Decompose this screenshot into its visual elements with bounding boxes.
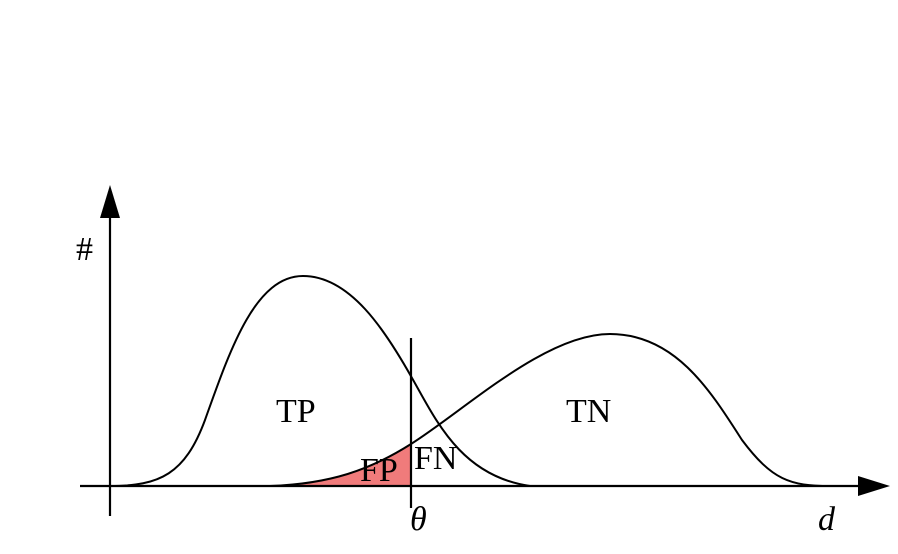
fp-label: FP bbox=[360, 452, 398, 489]
y-axis-label: # bbox=[76, 231, 93, 268]
y-axis-arrowhead bbox=[100, 185, 120, 218]
x-axis-arrowhead bbox=[858, 476, 890, 496]
left-distribution-curve bbox=[109, 274, 531, 487]
tn-label: TN bbox=[566, 393, 611, 430]
fn-label: FN bbox=[414, 440, 457, 477]
fp-shaded-region bbox=[270, 444, 411, 486]
tp-label: TP bbox=[276, 393, 316, 430]
right-distribution-curve bbox=[269, 332, 831, 487]
threshold-label: θ bbox=[410, 501, 427, 538]
x-axis-label: d bbox=[818, 501, 836, 538]
